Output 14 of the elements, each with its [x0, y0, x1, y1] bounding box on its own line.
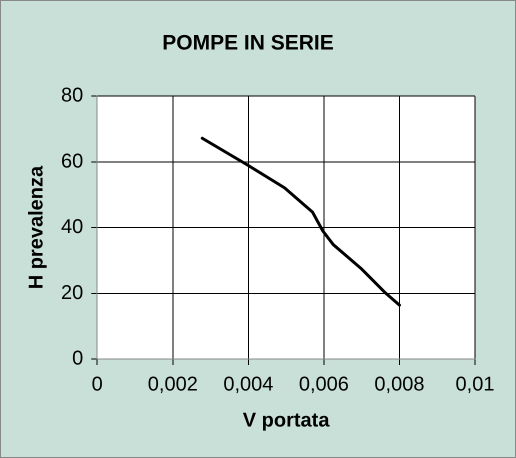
y-tick-label: 80 [60, 84, 84, 107]
y-axis-title: H prevalenza [26, 165, 48, 290]
chart-title: POMPE IN SERIE [162, 31, 334, 54]
x-tick-label: 0,004 [223, 374, 274, 396]
y-tick-label: 20 [60, 282, 84, 304]
y-tick-label: 60 [60, 150, 84, 172]
x-axis-title: V portata [242, 410, 330, 432]
x-tick-label: 0,008 [374, 374, 424, 396]
x-tick-label: 0,006 [298, 374, 349, 396]
y-tick-label: 0 [72, 348, 84, 370]
x-tick-label: 0,01 [456, 374, 494, 396]
y-tick-label: 40 [60, 216, 84, 238]
x-tick-label: 0 [92, 374, 103, 396]
x-tick-label: 0,002 [148, 374, 198, 396]
